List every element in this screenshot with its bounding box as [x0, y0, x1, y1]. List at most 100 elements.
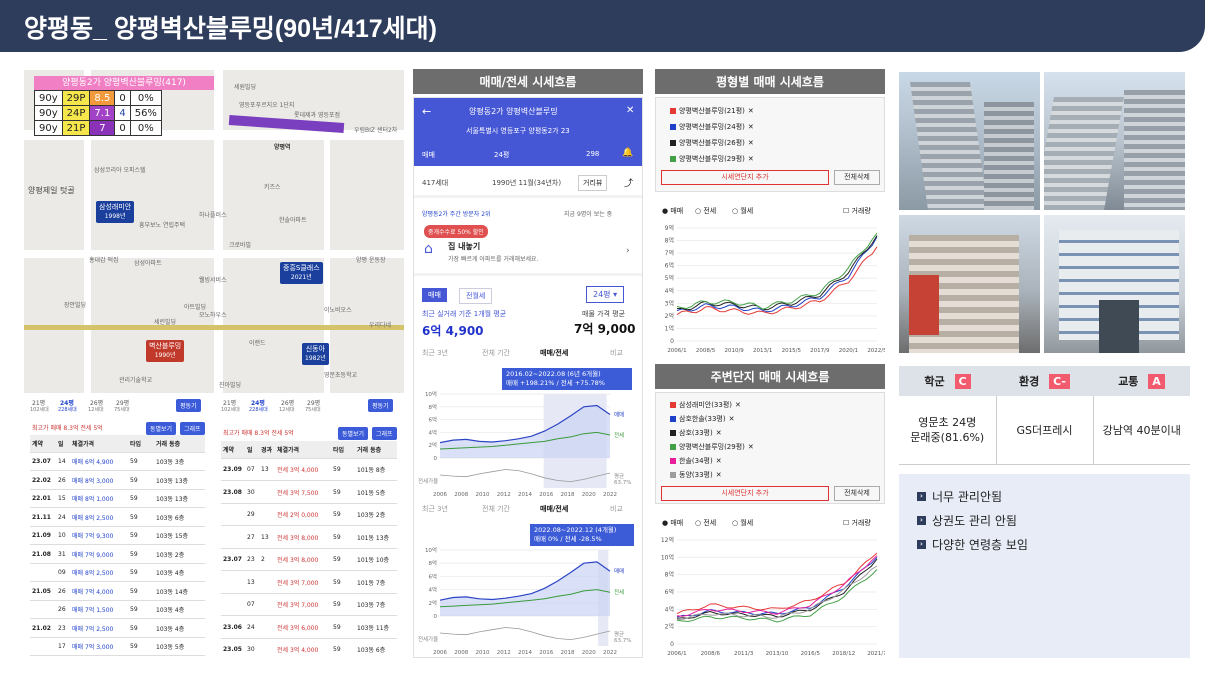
size-filter[interactable]: 24평	[494, 151, 510, 159]
size-select[interactable]: 24평 ▾	[586, 286, 625, 303]
graph-button[interactable]: 그래프	[372, 427, 397, 440]
legend-item[interactable]: 양평벽산블루밍(29평) ✕	[670, 442, 754, 452]
table-cell: 23.07	[32, 458, 51, 465]
table-cell: 59	[130, 458, 138, 465]
comment-count[interactable]: 298	[586, 150, 600, 158]
table-row[interactable]: 23.08 30 전세 3억 7,500 59 101동 5층	[221, 482, 397, 504]
table-header: 계약 일 체결가격 타입 거래 동층	[30, 435, 205, 453]
period-mixed[interactable]: 매매/전세	[540, 505, 569, 513]
share-icon[interactable]: ⤴	[624, 179, 634, 189]
table-row[interactable]: 23.07 14 매매 6억 4,900 59 103동 3층	[30, 453, 205, 471]
radio-monthly[interactable]: ○ 월세	[732, 207, 754, 215]
period-mixed[interactable]: 매매/전세	[540, 349, 569, 357]
tab-21[interactable]: 21평	[32, 400, 46, 407]
table-row[interactable]: 29 전세 2억 0,000 59 103동 2층	[221, 504, 397, 526]
legend-item[interactable]: 삼성래미안(33평) ✕	[670, 400, 741, 410]
add-complex-button[interactable]: 시세연단지 추가	[661, 486, 829, 501]
table-cell: 21.09	[32, 532, 51, 539]
table-cell: 101동 5층	[357, 489, 386, 497]
legend-item[interactable]: 삼호한솔(33평) ✕	[670, 414, 734, 424]
table-row[interactable]: 22.02 26 매매 8억 3,000 59 103동 13층	[30, 472, 205, 490]
table-row[interactable]: 27 13 전세 3억 8,000 59 101동 13층	[221, 527, 397, 549]
table-cell: 59	[333, 556, 341, 563]
period-compare[interactable]: 비교	[610, 505, 623, 513]
subtab: 75세대	[114, 407, 130, 413]
table-row[interactable]: 21.02 23 매매 7억 2,500 59 103동 4층	[30, 620, 205, 638]
tab-rent[interactable]: 전월세	[459, 288, 493, 304]
period-all[interactable]: 전체 기간	[482, 349, 510, 357]
map-poi: 아트빌딩	[184, 304, 207, 311]
volume-checkbox[interactable]: ☐ 거래량	[843, 207, 871, 215]
volume-checkbox[interactable]: ☐ 거래량	[843, 519, 871, 527]
table-row[interactable]: 09 매매 8억 2,500 59 103동 4층	[30, 564, 205, 582]
app-chart-1[interactable]: 10억 8억 6억 4억 2억 0 2006 2008 2010 2012 2014 2016 2018…	[414, 390, 643, 498]
cmp1-chart[interactable]: 9억 8억 7억 6억 5억 4억 3억 2억 1억 0 2006/1 2008/5 2010/9 201…	[655, 220, 885, 355]
chevron-right-icon[interactable]: ›	[626, 246, 630, 256]
close-icon[interactable]: ✕	[626, 105, 635, 116]
tab-26[interactable]: 26평	[90, 400, 104, 407]
period-compare[interactable]: 비교	[610, 349, 623, 357]
map-pin-samsung[interactable]: 삼성래미안 1998년	[96, 201, 135, 223]
subtab: 75세대	[305, 407, 321, 413]
back-icon[interactable]: ←	[422, 105, 432, 118]
legend-item[interactable]: 양평벽산블루밍(21평) ✕	[670, 106, 754, 116]
table-row[interactable]: 21.09 10 매매 7억 9,300 59 103동 15층	[30, 527, 205, 545]
clear-all-button[interactable]: 전체삭제	[834, 486, 880, 501]
tab-26[interactable]: 26평	[281, 400, 295, 407]
radio-jeonse[interactable]: ○ 전세	[695, 207, 717, 215]
table-row[interactable]: 23.05 30 전세 3억 4,000 59 103동 6층	[221, 639, 397, 658]
period-3y[interactable]: 최근 3년	[422, 349, 448, 357]
tab-trade[interactable]: 매매	[422, 288, 447, 302]
table-row[interactable]: 23.09 07 13 전세 3억 4,000 59 101동 8층	[221, 459, 397, 481]
pyeong-button[interactable]: 평동기	[368, 399, 393, 412]
deal-filter[interactable]: 매매	[422, 151, 435, 159]
tab-21[interactable]: 21평	[223, 400, 237, 407]
table-row[interactable]: 21.08 31 매매 7억 9,000 59 103동 2층	[30, 546, 205, 564]
table-row[interactable]: 23.07 23 2 전세 3억 8,000 59 101동 10층	[221, 549, 397, 571]
radio-jeonse[interactable]: ○ 전세	[695, 519, 717, 527]
dong-view-button[interactable]: 동별보기	[146, 422, 177, 435]
table-row[interactable]: 13 전세 3억 7,000 59 101동 7층	[221, 572, 397, 594]
table-row[interactable]: 26 매매 7억 1,500 59 103동 4층	[30, 601, 205, 619]
radio-monthly[interactable]: ○ 월세	[732, 519, 754, 527]
table-row[interactable]: 23.06 24 전세 3억 6,000 59 103동 11층	[221, 617, 397, 639]
clear-all-button[interactable]: 전체삭제	[834, 170, 880, 185]
table-row[interactable]: 21.11 24 매매 8억 2,500 59 103동 6층	[30, 509, 205, 527]
tab-24[interactable]: 24평	[60, 400, 74, 407]
graph-button[interactable]: 그래프	[180, 422, 205, 435]
radio-trade[interactable]: ● 매매	[662, 207, 684, 215]
street-view-button[interactable]: 거리뷰	[578, 175, 608, 191]
legend-item[interactable]: 양평벽산블루밍(24평) ✕	[670, 122, 754, 132]
map-panel[interactable]: 세원빌딩 양평역 영등포푸르지오 1단지 우림BIZ 센터2차 삼성코리아 오피…	[24, 70, 404, 393]
y-tick-label: 10억	[661, 553, 674, 561]
table-row[interactable]: 17 매매 7억 3,000 59 103동 5층	[30, 638, 205, 656]
tab-29[interactable]: 29평	[307, 400, 321, 407]
table-row[interactable]: 22.01 15 매매 8억 1,000 59 103동 13층	[30, 490, 205, 508]
cmp2-chart[interactable]: 12억 10억 8억 6억 4억 2억 0 2006/1 2008/6 2011/3 2013/10…	[655, 532, 885, 658]
legend-item[interactable]: 한솔(34평) ✕	[670, 456, 722, 466]
app-chart-2[interactable]: 10억 8억 6억 4억 2억 0 2006 2008 2010 2012 2014 2016 2018…	[414, 546, 643, 656]
tab-29[interactable]: 29평	[116, 400, 130, 407]
bell-icon[interactable]: 🔔	[622, 148, 634, 158]
map-pin-jungheung[interactable]: 중흥S클래스 2021년	[280, 262, 323, 284]
legend-item[interactable]: 양평벽산블루밍(29평) ✕	[670, 154, 754, 164]
x-tick-label: 2012	[497, 492, 511, 498]
legend-item[interactable]: 동양(33평) ✕	[670, 470, 722, 480]
map-pin-byeoksan[interactable]: 벽산블루밍 1990년	[146, 340, 185, 362]
period-3y[interactable]: 최근 3년	[422, 505, 448, 513]
table-row[interactable]: 21.05 26 매매 7억 4,000 59 103동 14층	[30, 583, 205, 601]
legend-item[interactable]: 양평벽산블루밍(26평) ✕	[670, 138, 754, 148]
radio-trade[interactable]: ● 매매	[662, 519, 684, 527]
period-all[interactable]: 전체 기간	[482, 505, 510, 513]
sell-title[interactable]: 집 내놓기	[448, 242, 481, 251]
pyeong-button[interactable]: 평동기	[176, 399, 201, 412]
table-header-cell: 일	[247, 447, 253, 454]
table-row[interactable]: 07 전세 3억 7,000 59 103동 7층	[221, 594, 397, 616]
rent-line	[439, 589, 611, 608]
add-complex-button[interactable]: 시세연단지 추가	[661, 170, 829, 185]
dong-view-button[interactable]: 동별보기	[338, 427, 369, 440]
tab-24[interactable]: 24평	[251, 400, 265, 407]
legend-item[interactable]: 삼호(33평) ✕	[670, 428, 722, 438]
map-pin-sindonga[interactable]: 신동아 1982년	[302, 343, 329, 365]
table-cell: 14	[58, 458, 66, 465]
